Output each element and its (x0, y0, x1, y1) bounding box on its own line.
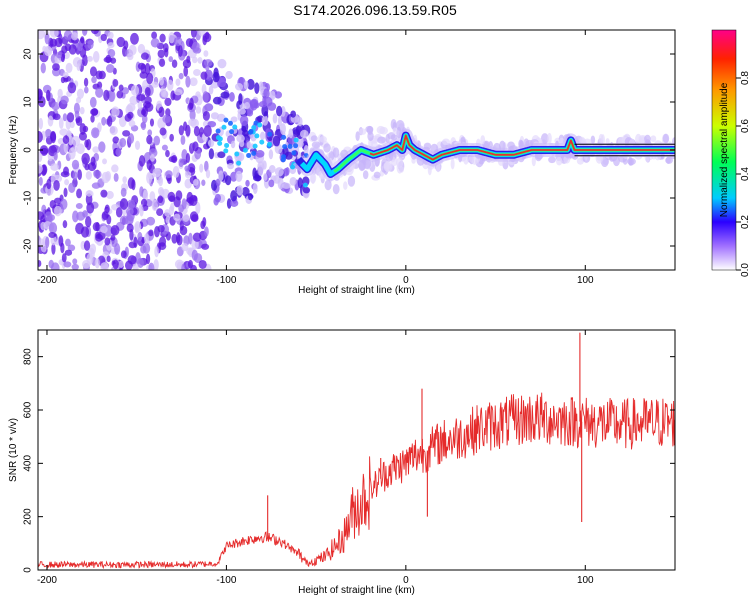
spectrogram-xlabel: Height of straight line (km) (298, 285, 415, 296)
ridge-core (369, 134, 675, 161)
snr-ylabel: SNR (10 * v/v) (8, 418, 19, 482)
snr-xtick-label: 100 (577, 575, 594, 586)
colorbar-tick-label: 0.6 (740, 119, 750, 133)
colorbar-tick-label: 0.8 (740, 71, 750, 85)
snr-ytick-label: 800 (23, 348, 34, 365)
spectrogram-xtick-label: 0 (403, 275, 409, 286)
colorbar: 0.0 0.2 0.4 0.6 0.8 Normalized spectral ampl… (711, 29, 750, 277)
colorbar-gradient (711, 29, 737, 271)
colorbar-tick-label: 0.4 (740, 167, 750, 181)
colorbar-tick-label: 0.0 (740, 263, 750, 277)
spectrogram-ytick-label: 20 (23, 48, 34, 60)
snr-ytick-label: 400 (23, 455, 34, 472)
snr-xtick-label: -100 (216, 575, 236, 586)
spectrogram-ytick-label: -20 (23, 238, 34, 253)
spectrogram-xtick-label: -100 (216, 275, 236, 286)
snr-frame (37, 329, 676, 571)
spectrogram-xtick-label: -200 (37, 275, 57, 286)
spectrogram-image (38, 30, 675, 270)
snr-panel: -200 -100 0 100 0 200 400 600 800 Height of strai… (8, 329, 676, 596)
spectrogram-ytick-label: -10 (23, 190, 34, 205)
snr-xtick-label: -200 (37, 575, 57, 586)
spectrogram-ytick-label: 10 (23, 96, 34, 108)
spectrogram-xtick-label: 100 (577, 275, 594, 286)
spectrogram-ylabel: Frequency (Hz) (8, 116, 19, 185)
snr-ytick-label: 200 (23, 508, 34, 525)
snr-ytick-label: 0 (23, 567, 34, 573)
snr-xtick-label: 0 (403, 575, 409, 586)
snr-ytick-label: 600 (23, 401, 34, 418)
snr-series-line (38, 392, 675, 570)
colorbar-tick-label: 0.2 (740, 215, 750, 229)
snr-xlabel: Height of straight line (km) (298, 585, 415, 596)
colorbar-label: Normalized spectral amplitude (719, 82, 730, 217)
spectrogram-ytick-label: 0 (23, 147, 34, 153)
chart-title: S174.2026.096.13.59.R05 (293, 2, 457, 18)
